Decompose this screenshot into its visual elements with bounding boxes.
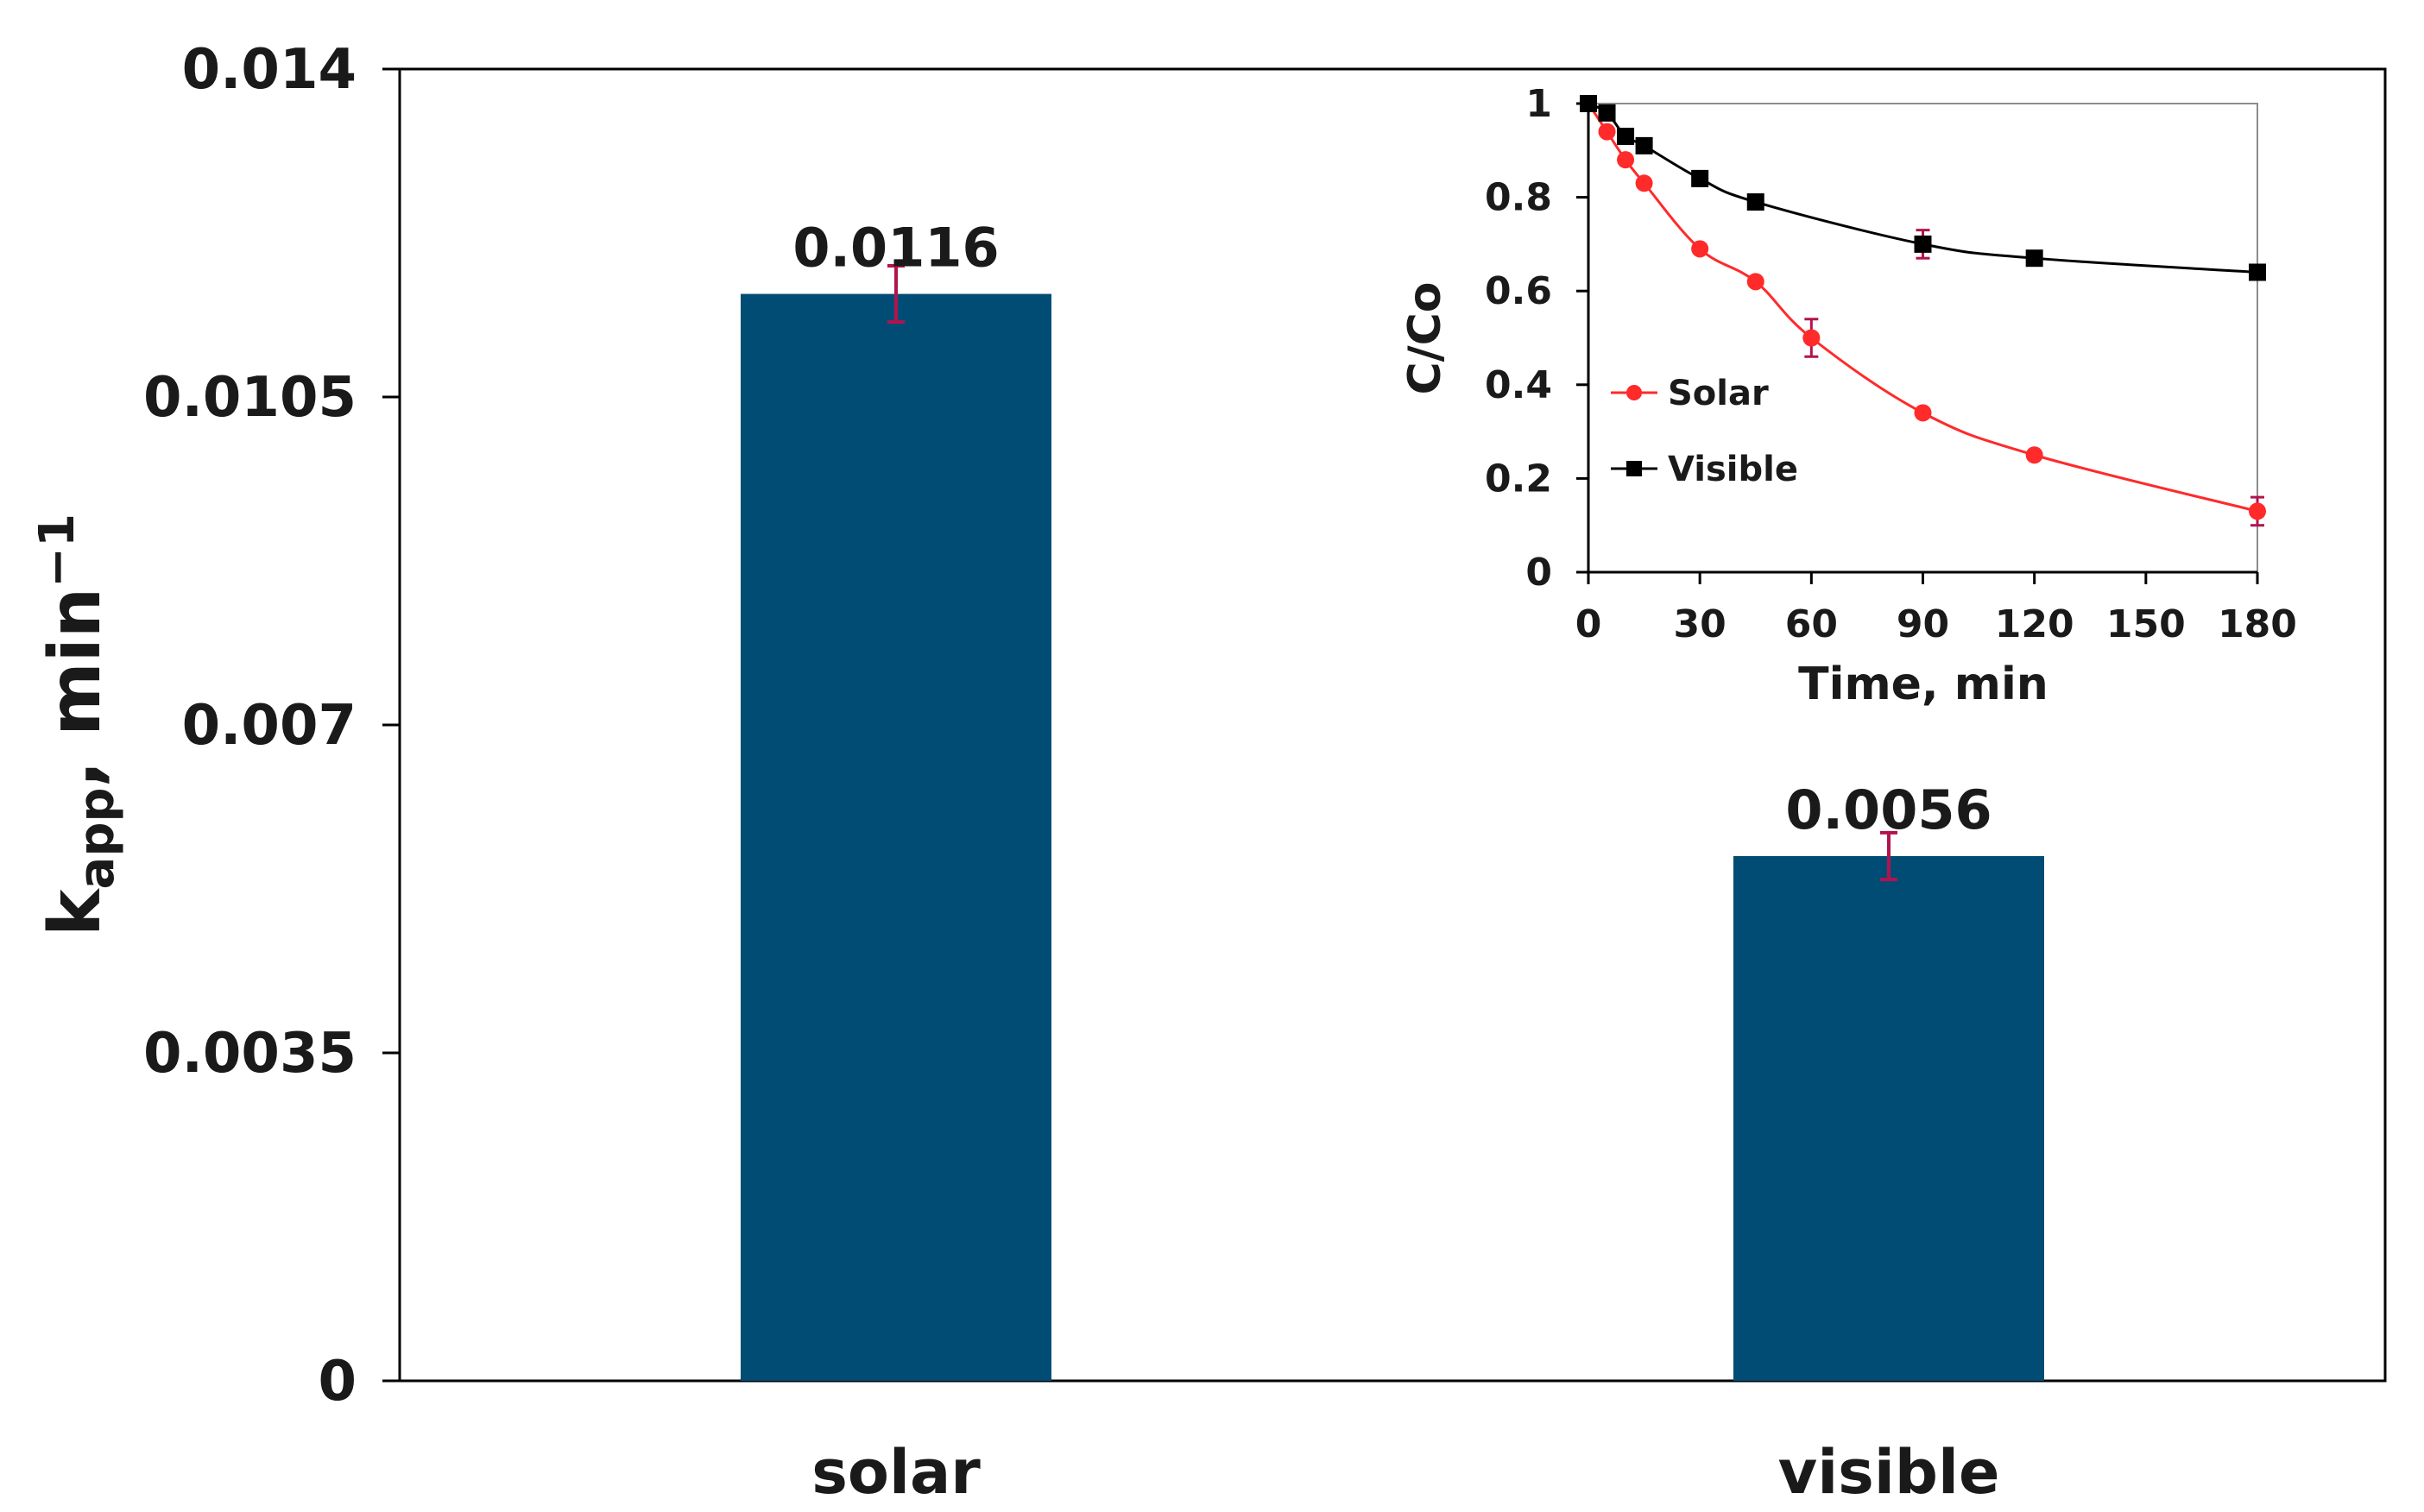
data-point-solar xyxy=(1746,273,1764,291)
inset-y-tick-label: 0.8 xyxy=(1485,176,1552,220)
inset-y-axis-title: C/Co xyxy=(1399,281,1451,394)
data-point-visible xyxy=(1598,104,1616,122)
y-tick-label: 0.0035 xyxy=(143,1022,357,1086)
inset-series xyxy=(1580,95,2266,527)
value-label-visible: 0.0056 xyxy=(1785,778,1992,841)
data-point-visible xyxy=(2025,249,2043,268)
y-tick-label: 0.0105 xyxy=(143,366,357,430)
data-point-solar xyxy=(1914,404,1932,422)
main-bar-chart: 0 0.0035 0.007 0.0105 0.014 0.0116 0.0056 sol… xyxy=(29,38,2387,1508)
y-axis-title-tail: , min xyxy=(35,588,117,788)
legend-label-visible: Visible xyxy=(1668,450,1798,489)
inset-y-tick-label: 0.4 xyxy=(1485,363,1552,407)
data-point-visible xyxy=(2249,263,2266,281)
data-point-solar xyxy=(2025,446,2043,464)
data-point-visible xyxy=(1580,95,1597,112)
y-ticks: 0 0.0035 0.007 0.0105 0.014 xyxy=(143,38,400,1414)
data-point-solar xyxy=(1635,174,1653,192)
inset-x-tick-label: 30 xyxy=(1674,602,1726,646)
data-point-solar xyxy=(1598,123,1616,141)
inset-legend: Solar Visible xyxy=(1611,374,1798,489)
legend-label-solar: Solar xyxy=(1668,374,1769,413)
inset-x-tick-label: 0 xyxy=(1575,602,1602,646)
y-tick-label: 0 xyxy=(318,1350,357,1414)
y-axis-title-subscript: app xyxy=(69,788,125,890)
y-tick-label: 0.007 xyxy=(182,694,357,758)
y-axis-title-main: k xyxy=(35,887,117,936)
category-label-visible: visible xyxy=(1778,1437,2000,1508)
y-axis-title-superscript: −1 xyxy=(29,513,85,588)
data-point-solar xyxy=(1691,240,1709,258)
value-label-solar: 0.0116 xyxy=(792,217,999,280)
inset-x-axis-title: Time, min xyxy=(1798,658,2048,710)
data-point-solar xyxy=(2249,502,2266,520)
value-labels: 0.0116 0.0056 xyxy=(792,217,1992,841)
inset-x-tick-label: 90 xyxy=(1897,602,1949,646)
inset-line-chart: 0 30 60 90 120 150 180 0 0.2 0.4 0.6 0.8 1 Solar Visi… xyxy=(1399,82,2297,710)
data-point-visible xyxy=(1691,169,1709,187)
data-point-visible xyxy=(1617,128,1635,146)
inset-x-tick-label: 150 xyxy=(2106,602,2186,646)
inset-y-tick-label: 0.6 xyxy=(1485,269,1552,313)
y-tick-label: 0.014 xyxy=(182,38,357,102)
legend-marker-solar xyxy=(1626,385,1642,400)
inset-x-tick-label: 180 xyxy=(2218,602,2297,646)
inset-x-tick-label: 120 xyxy=(1995,602,2074,646)
category-labels: solar visible xyxy=(811,1437,1999,1508)
inset-ticks: 0 30 60 90 120 150 180 0 0.2 0.4 0.6 0.8 1 xyxy=(1485,82,2297,646)
category-label-solar: solar xyxy=(811,1437,981,1508)
data-point-visible xyxy=(1635,136,1653,154)
bar-solar xyxy=(741,293,1051,1382)
legend-marker-visible xyxy=(1626,461,1642,476)
inset-y-tick-label: 0 xyxy=(1525,551,1552,595)
bars xyxy=(741,293,2044,1382)
inset-y-tick-label: 0.2 xyxy=(1485,457,1552,501)
y-axis-title: kapp, min−1 xyxy=(29,513,125,936)
inset-x-tick-label: 60 xyxy=(1785,602,1838,646)
data-point-visible xyxy=(1746,193,1764,211)
error-bars xyxy=(887,264,1897,882)
inset-y-tick-label: 1 xyxy=(1525,82,1552,126)
bar-visible xyxy=(1733,856,2044,1381)
data-point-solar xyxy=(1617,151,1635,169)
data-point-visible xyxy=(1914,235,1932,253)
data-point-solar xyxy=(1802,329,1821,347)
